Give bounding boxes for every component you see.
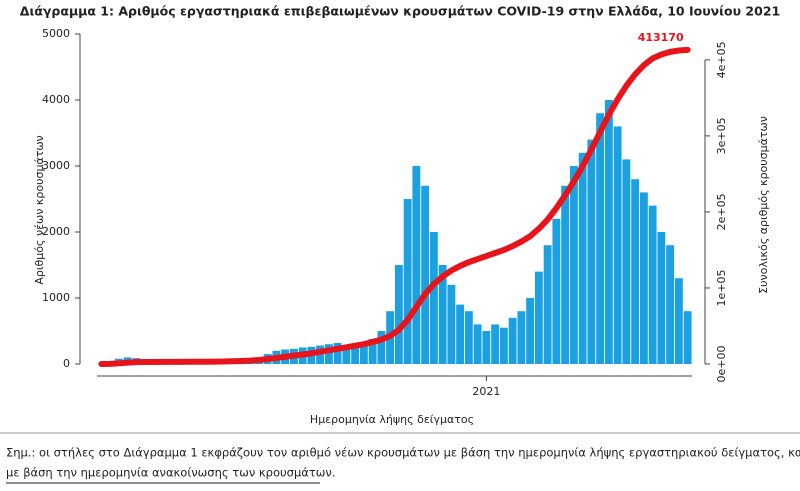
bar [342,347,351,364]
chart-title: Διάγραμμα 1: Αριθμός εργαστηριακά επιβεβ… [20,4,780,19]
bar [561,185,570,364]
y-axis-title: Αριθμός νέων κρουσμάτων [33,135,46,284]
bar [368,338,377,364]
bar [359,342,368,364]
bar [438,265,447,364]
bar [394,265,403,364]
y-tick-label: 2000 [42,225,70,238]
y-tick-label: 1000 [42,291,70,304]
y2-tick-label: 3e+05 [715,117,728,154]
bar [517,311,526,364]
bar [351,344,360,364]
x-tick-label: 2021 [472,385,500,398]
value-label: 413170 [638,31,684,44]
bar [683,311,692,364]
bar [429,232,438,364]
bar [456,304,465,364]
y2-tick-label: 2e+05 [715,193,728,230]
y-tick-label: 4000 [42,93,70,106]
bar [421,185,430,364]
bar [639,192,648,364]
bar [578,152,587,364]
line [98,46,691,367]
bar [631,179,640,364]
bar [596,113,605,364]
y-tick-label: 3000 [42,159,70,172]
bar [657,232,666,364]
bar [666,245,675,364]
bar [674,278,683,364]
bar [508,317,517,364]
bar [324,344,333,364]
bar [526,298,535,364]
bar [569,166,578,364]
note-line: Σημ.: οι στήλες στο Διάγραμμα 1 εκφράζου… [6,446,800,460]
bar [648,205,657,364]
y2-tick-label: 0e+00 [715,346,728,383]
y2-tick-label: 1e+05 [715,269,728,306]
y2-tick-label: 4e+05 [715,41,728,78]
y-tick-label: 0 [63,357,70,370]
bar [499,327,508,364]
bar [543,245,552,364]
bar [613,126,622,365]
bar [447,284,456,364]
bar [333,342,342,364]
y2-axis-title: Συνολικός αριθμός κρουσμάτων [757,116,770,294]
bar [482,331,491,364]
bar [552,218,561,364]
bar [377,331,386,364]
y-tick-label: 5000 [42,27,70,40]
bar [473,324,482,364]
x-axis-title: Ημερομηνία λήψης δείγματος [310,413,474,426]
note-line: με βάση την ημερομηνία ανακοίνωσης των κ… [6,466,336,480]
bar [491,324,500,364]
bar [403,199,412,364]
bar [587,139,596,364]
bar [534,271,543,364]
bar [604,100,613,364]
bar [464,311,473,364]
bar [412,166,421,364]
bar [622,159,631,364]
